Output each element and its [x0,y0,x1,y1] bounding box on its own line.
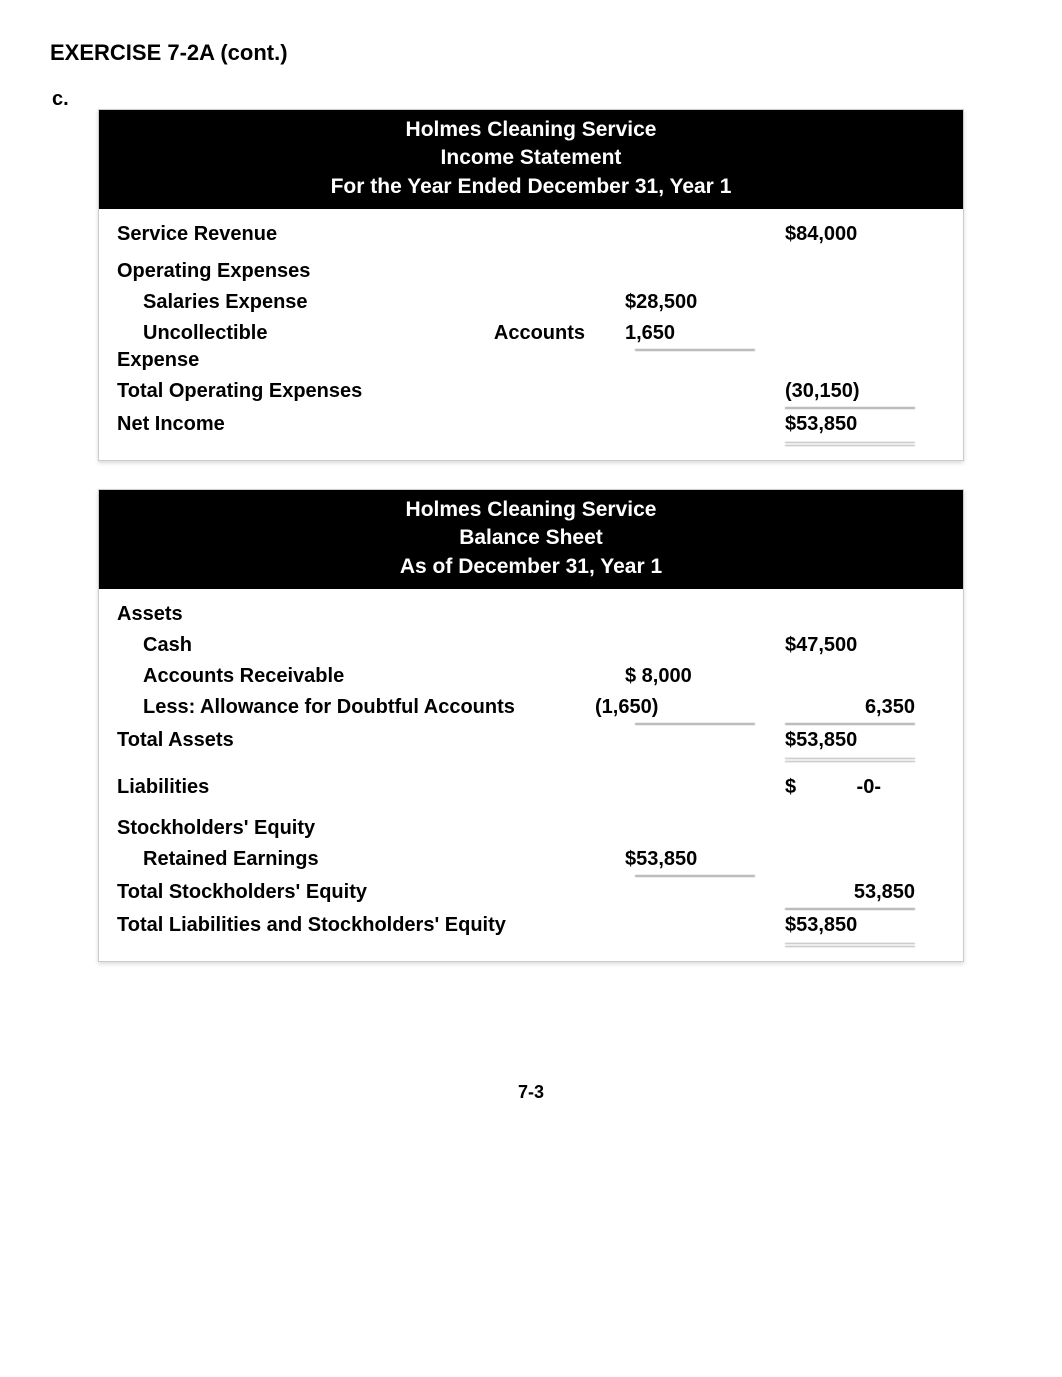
value-liabilities: $ -0- [785,776,915,799]
bs-header-line2: Balance Sheet [109,524,953,552]
rule-line-icon [635,349,755,351]
page-footer: 7-3 [50,1082,1012,1103]
is-header-line2: Income Statement [109,144,953,172]
row-se-heading: Stockholders' Equity [117,813,945,844]
rule-line-icon [785,908,915,910]
row-service-revenue: Service Revenue $84,000 [117,219,945,250]
value-salaries: $28,500 [625,291,785,314]
label-total-se: Total Stockholders' Equity [117,881,595,904]
value-service-revenue: $84,000 [785,223,945,246]
label-uncollectible-expense: Expense [117,349,625,372]
row-salaries: Salaries Expense $28,500 [117,287,945,318]
label-total-op-exp: Total Operating Expenses [117,380,625,403]
value-ar: $ 8,000 [625,665,785,688]
row-total-op-exp: Total Operating Expenses (30,150) [117,376,945,407]
row-total-se: Total Stockholders' Equity 53,850 [117,877,945,908]
subpart-label: c. [52,88,1012,111]
value-allowance-net: 6,350 [755,696,945,719]
value-total-lse: $53,850 [785,914,945,937]
income-statement-header: Holmes Cleaning Service Income Statement… [99,110,963,209]
rule-line-icon [635,723,755,725]
row-allowance: Less: Allowance for Doubtful Accounts (1… [117,692,945,723]
row-uncollectible-cont: Expense [117,349,945,376]
liabilities-amount: -0- [857,776,915,799]
label-net-income: Net Income [117,413,625,436]
label-total-lse: Total Liabilities and Stockholders' Equi… [117,914,625,937]
row-assets-heading: Assets [117,599,945,630]
value-total-assets: $53,850 [785,729,945,752]
row-total-lse: Total Liabilities and Stockholders' Equi… [117,910,945,941]
page-number: 3 [534,1082,544,1102]
rule-line-icon [785,407,915,409]
row-liabilities: Liabilities $ -0- [117,772,945,803]
label-re: Retained Earnings [117,848,625,871]
row-net-income: Net Income $53,850 [117,409,945,440]
balance-sheet-header: Holmes Cleaning Service Balance Sheet As… [99,490,963,589]
double-rule-icon [785,943,915,947]
is-header-line1: Holmes Cleaning Service [109,116,953,144]
value-net-income: $53,850 [785,413,945,436]
row-total-assets: Total Assets $53,850 [117,725,945,756]
rule-line-icon [785,723,915,725]
uncollectible-word2: Accounts [494,322,585,345]
value-uncollectible: 1,650 [605,322,785,345]
is-header-line3: For the Year Ended December 31, Year 1 [109,173,953,201]
label-se: Stockholders' Equity [117,817,625,840]
label-total-assets: Total Assets [117,729,625,752]
income-statement-body: Service Revenue $84,000 Operating Expens… [99,209,963,460]
label-salaries: Salaries Expense [117,291,625,314]
page-title: EXERCISE 7-2A (cont.) [50,40,1012,66]
label-op-exp: Operating Expenses [117,260,625,283]
value-allowance: (1,650) [589,696,755,719]
income-statement: Holmes Cleaning Service Income Statement… [98,109,964,461]
bs-header-line1: Holmes Cleaning Service [109,496,953,524]
value-total-op-exp: (30,150) [785,380,945,403]
value-re: $53,850 [625,848,785,871]
liabilities-currency: $ [785,776,796,799]
label-allowance: Less: Allowance for Doubtful Accounts [117,696,589,719]
double-rule-icon [785,758,915,762]
double-rule-icon [785,442,915,446]
row-op-exp-heading: Operating Expenses [117,256,945,287]
row-ar: Accounts Receivable $ 8,000 [117,661,945,692]
rule-line-icon [635,875,755,877]
row-uncollectible: Uncollectible Accounts 1,650 [117,318,945,349]
value-cash: $47,500 [785,634,945,657]
row-re: Retained Earnings $53,850 [117,844,945,875]
label-assets: Assets [117,603,625,626]
value-total-se: 53,850 [755,881,945,904]
balance-sheet: Holmes Cleaning Service Balance Sheet As… [98,489,964,962]
page-number-prefix: 7 [518,1082,528,1102]
label-cash: Cash [117,634,625,657]
bs-header-line3: As of December 31, Year 1 [109,553,953,581]
label-service-revenue: Service Revenue [117,223,625,246]
uncollectible-word1: Uncollectible [143,322,267,345]
label-liabilities: Liabilities [117,776,625,799]
row-cash: Cash $47,500 [117,630,945,661]
balance-sheet-body: Assets Cash $47,500 Accounts Receivable … [99,589,963,961]
label-ar: Accounts Receivable [117,665,625,688]
label-uncollectible: Uncollectible Accounts [117,322,605,345]
